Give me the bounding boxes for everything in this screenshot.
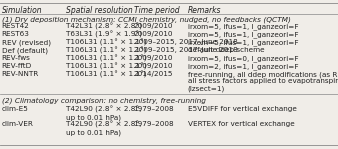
Text: Remarks: Remarks: [188, 6, 221, 15]
Text: irxom=5, ifus=1, l_ganzeori=F: irxom=5, ifus=1, l_ganzeori=F: [188, 23, 298, 30]
Text: 2009/2010: 2009/2010: [134, 31, 173, 37]
Text: Time period: Time period: [134, 6, 179, 15]
Text: (2) Climatology comparison: no chemistry, free-running: (2) Climatology comparison: no chemistry…: [2, 97, 206, 104]
Text: REST42: REST42: [2, 23, 29, 29]
Text: T106L31 (1.1° × 1.1°): T106L31 (1.1° × 1.1°): [66, 39, 146, 46]
Text: T106L31 (1.1° × 1.1°): T106L31 (1.1° × 1.1°): [66, 55, 146, 62]
Text: REV-fftD: REV-fftD: [2, 63, 32, 69]
Text: REV-NNTR: REV-NNTR: [2, 71, 39, 77]
Text: (1) Dry deposition mechanism: CCMI chemistry, nudged, no feedbacks (QCTM): (1) Dry deposition mechanism: CCMI chemi…: [2, 16, 291, 23]
Text: irxom=2, ifus=1, l_ganzeori=F: irxom=2, ifus=1, l_ganzeori=F: [188, 63, 298, 70]
Text: 2009/2010: 2009/2010: [134, 63, 173, 69]
Text: 1979–2008: 1979–2008: [134, 121, 174, 127]
Text: T42L31 (2.8° × 2.8°): T42L31 (2.8° × 2.8°): [66, 23, 142, 30]
Text: 2009–2015, 2017–June 2018: 2009–2015, 2017–June 2018: [134, 47, 237, 53]
Text: T106L31 (1.1° × 1.1°): T106L31 (1.1° × 1.1°): [66, 63, 146, 70]
Text: VERTEX for vertical exchange: VERTEX for vertical exchange: [188, 121, 294, 127]
Text: REV (revised): REV (revised): [2, 39, 51, 45]
Text: REV-fws: REV-fws: [2, 55, 30, 61]
Text: 2009/2010: 2009/2010: [134, 23, 173, 29]
Text: default ddep scheme: default ddep scheme: [188, 47, 264, 53]
Text: irxom=5, ifus=1, l_ganzeori=F: irxom=5, ifus=1, l_ganzeori=F: [188, 31, 298, 38]
Text: 2009/2010: 2009/2010: [134, 55, 173, 61]
Text: 1979–2008: 1979–2008: [134, 106, 174, 112]
Text: free-running, all ddep modifications (as REV),
all stress factors applied to eva: free-running, all ddep modifications (as…: [188, 71, 338, 92]
Text: T42L90 (2.8° × 2.8°,
up to 0.01 hPa): T42L90 (2.8° × 2.8°, up to 0.01 hPa): [66, 121, 141, 136]
Text: T42L90 (2.8° × 2.8°,
up to 0.01 hPa): T42L90 (2.8° × 2.8°, up to 0.01 hPa): [66, 106, 141, 121]
Text: E5VDIFF for vertical exchange: E5VDIFF for vertical exchange: [188, 106, 296, 112]
Text: T63L31 (1.9° × 1.9°): T63L31 (1.9° × 1.9°): [66, 31, 142, 38]
Text: T106L31 (1.1° × 1.1°): T106L31 (1.1° × 1.1°): [66, 47, 146, 54]
Text: irxom=5, ifus=0, l_ganzeori=F: irxom=5, ifus=0, l_ganzeori=F: [188, 55, 298, 62]
Text: T106L31 (1.1° × 1.1°): T106L31 (1.1° × 1.1°): [66, 71, 146, 78]
Text: irxom=5, ifus=1, l_ganzeori=F: irxom=5, ifus=1, l_ganzeori=F: [188, 39, 298, 46]
Text: 2009–2015, 2017–June 2018: 2009–2015, 2017–June 2018: [134, 39, 237, 45]
Text: clim-E5: clim-E5: [2, 106, 29, 112]
Text: clim-VER: clim-VER: [2, 121, 33, 127]
Text: 2014/2015: 2014/2015: [134, 71, 173, 77]
Text: Simulation: Simulation: [2, 6, 42, 15]
Text: Spatial resolution: Spatial resolution: [66, 6, 132, 15]
Text: Def (default): Def (default): [2, 47, 48, 53]
Text: REST63: REST63: [2, 31, 29, 37]
